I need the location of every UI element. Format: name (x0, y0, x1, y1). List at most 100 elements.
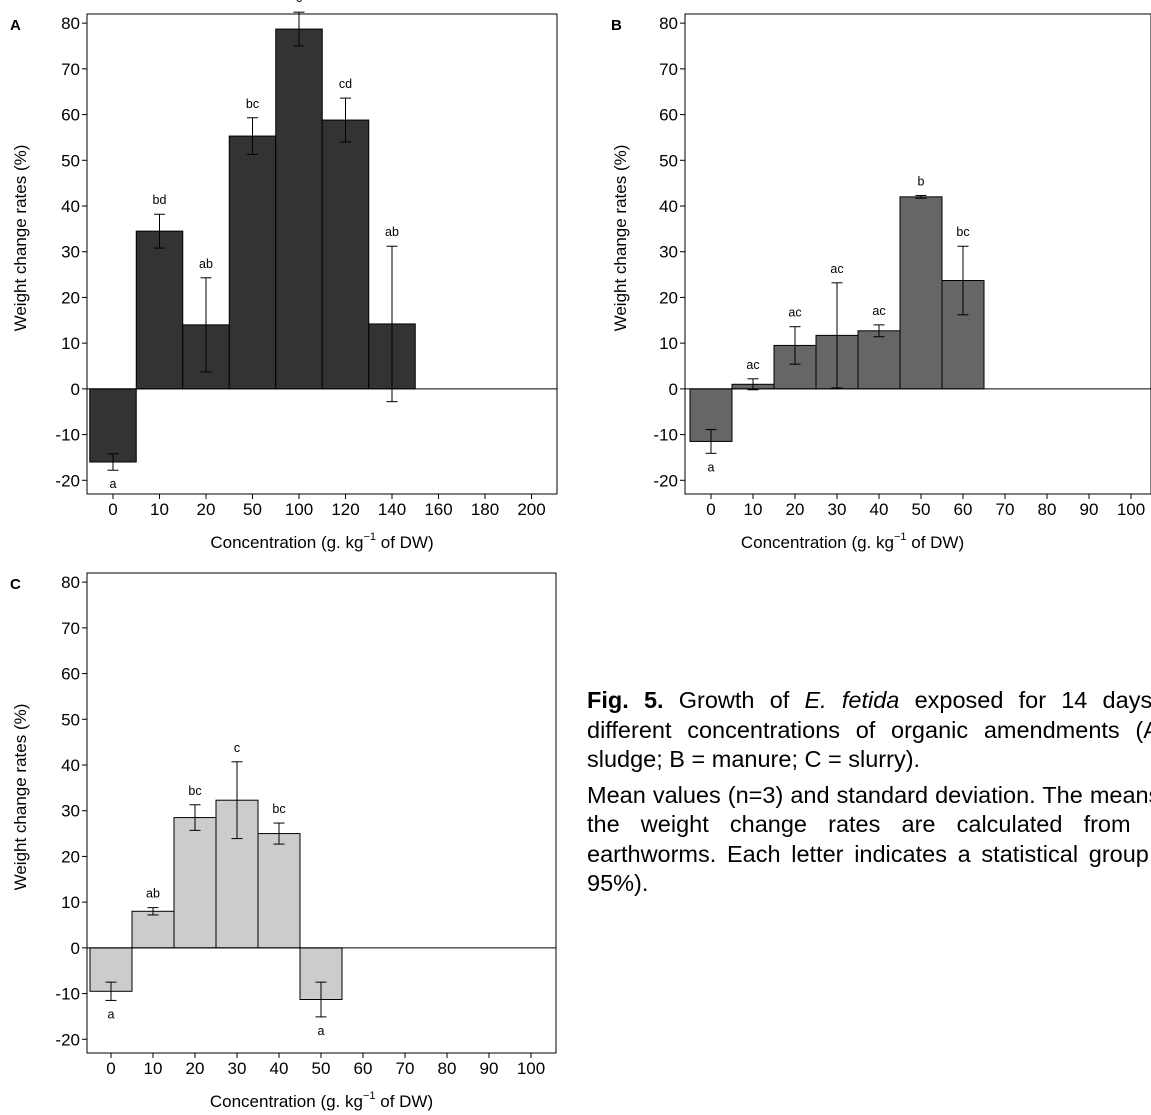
plot-frame (684, 13, 1151, 495)
x-tick-label: 90 (480, 1059, 499, 1078)
x-axis-title-main: Concentration (g. kg (210, 1092, 363, 1111)
caption-text-post: exposed for 14 days to different concent… (587, 687, 1151, 772)
group-label: bc (246, 97, 259, 111)
y-tick-label: 40 (61, 197, 80, 216)
y-tick-label: 50 (61, 151, 80, 170)
y-tick-label: -10 (653, 426, 678, 445)
group-label: ac (788, 306, 801, 320)
y-tick-label: 40 (659, 197, 678, 216)
group-label: bc (188, 784, 201, 798)
x-axis-title: Concentration (g. kg−1 of DW) (741, 531, 964, 552)
x-tick-label: 120 (331, 500, 359, 519)
x-tick-label: 90 (1080, 500, 1099, 519)
bar (857, 330, 901, 390)
x-axis-title-main: Concentration (g. kg (741, 533, 894, 552)
y-tick-label: 80 (659, 14, 678, 33)
y-tick-label: 70 (61, 60, 80, 79)
group-label: a (108, 1007, 115, 1021)
x-tick-label: 20 (186, 1059, 205, 1078)
figure-caption: Fig. 5. Growth of E. fetida exposed for … (587, 686, 1151, 899)
x-tick-label: 70 (396, 1059, 415, 1078)
group-label: bc (956, 225, 969, 239)
group-label: ac (746, 358, 759, 372)
group-label: bd (153, 193, 167, 207)
y-tick-label: 0 (669, 380, 678, 399)
x-tick-label: 140 (378, 500, 406, 519)
x-axis-title-tail: of DW) (376, 533, 434, 552)
group-label: c (234, 741, 240, 755)
caption-species: E. fetida (804, 687, 900, 713)
y-tick-label: -10 (55, 426, 80, 445)
x-tick-label: 10 (744, 500, 763, 519)
x-tick-label: 10 (150, 500, 169, 519)
y-tick-label: 20 (61, 288, 80, 307)
x-tick-label: 50 (243, 500, 262, 519)
y-axis-title: Weight change rates (%) (11, 145, 30, 332)
y-tick-label: 0 (71, 380, 80, 399)
x-tick-label: 0 (106, 1059, 115, 1078)
y-tick-label: 80 (61, 14, 80, 33)
bar (257, 833, 301, 949)
y-axis-title: Weight change rates (%) (611, 145, 630, 332)
y-tick-label: 20 (61, 847, 80, 866)
panel-a-chart: Aa bd ab bc c cd ab -20 -10 0 10 20 30 40 50 60 70 80 0 10 2… (10, 0, 558, 552)
x-tick-label: 100 (1117, 500, 1145, 519)
x-tick-label: 60 (354, 1059, 373, 1078)
bar (228, 135, 277, 390)
x-tick-label: 40 (870, 500, 889, 519)
group-label: ab (385, 225, 399, 239)
x-tick-label: 70 (996, 500, 1015, 519)
plot-frame (86, 13, 558, 495)
panel-letter: B (611, 17, 622, 34)
group-label: a (318, 1024, 325, 1038)
y-tick-label: 30 (61, 802, 80, 821)
x-tick-label: 40 (270, 1059, 289, 1078)
x-tick-label: 20 (197, 500, 216, 519)
x-tick-label: 30 (228, 1059, 247, 1078)
panel-c-chart: Ca ab bc c bc a -20 -10 0 10 20 30 40 50 60 70 80 0 10 20 30… (10, 572, 557, 1111)
x-tick-label: 160 (424, 500, 452, 519)
y-tick-label: 20 (659, 288, 678, 307)
bar (135, 230, 184, 390)
y-tick-label: 10 (61, 334, 80, 353)
x-tick-label: 0 (108, 500, 117, 519)
caption-text-pre: Growth of (663, 687, 805, 713)
x-tick-label: 20 (786, 500, 805, 519)
x-axis-title-tail: of DW) (907, 533, 965, 552)
x-tick-label: 50 (312, 1059, 331, 1078)
y-tick-label: 60 (659, 106, 678, 125)
x-tick-label: 180 (471, 500, 499, 519)
y-tick-label: 60 (61, 665, 80, 684)
x-tick-label: 200 (517, 500, 545, 519)
panel-letter: A (10, 17, 21, 34)
y-tick-label: 40 (61, 756, 80, 775)
bar (321, 119, 370, 390)
y-tick-label: 30 (61, 243, 80, 262)
x-tick-label: 10 (144, 1059, 163, 1078)
bar (899, 196, 943, 390)
group-label: ab (146, 887, 160, 901)
x-axis-title: Concentration (g. kg−1 of DW) (210, 1090, 433, 1111)
y-tick-label: 70 (659, 60, 678, 79)
group-label: cd (339, 77, 352, 91)
y-tick-label: -20 (55, 471, 80, 490)
x-axis-title-sup: −1 (894, 531, 907, 543)
x-tick-label: 0 (706, 500, 715, 519)
bar (89, 388, 137, 463)
y-tick-label: 10 (659, 334, 678, 353)
x-tick-label: 100 (285, 500, 313, 519)
x-axis-title-main: Concentration (g. kg (210, 533, 363, 552)
y-tick-label: 70 (61, 619, 80, 638)
group-label: ac (830, 262, 843, 276)
y-tick-label: 30 (659, 243, 678, 262)
caption-note: Mean values (n=3) and standard deviation… (587, 781, 1151, 897)
group-label: a (708, 460, 715, 474)
bar (275, 28, 323, 390)
y-tick-label: 50 (61, 710, 80, 729)
caption-fig-label: Fig. 5. (587, 687, 664, 713)
y-tick-label: -20 (653, 471, 678, 490)
x-axis-title: Concentration (g. kg−1 of DW) (210, 531, 433, 552)
x-tick-label: 100 (517, 1059, 545, 1078)
bar (173, 817, 217, 949)
